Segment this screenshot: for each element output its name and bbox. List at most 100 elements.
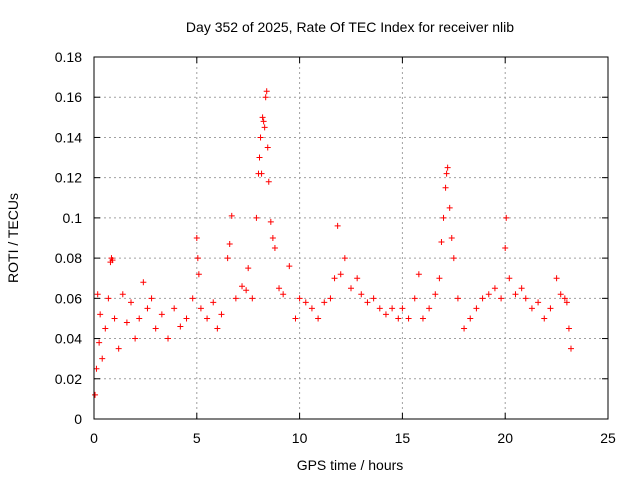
data-point	[263, 88, 270, 95]
data-point	[123, 319, 130, 326]
x-tick-label: 15	[395, 430, 411, 446]
data-point	[232, 295, 239, 302]
data-point	[358, 291, 365, 298]
chart-title: Day 352 of 2025, Rate Of TEC Index for r…	[186, 19, 514, 35]
data-point	[245, 265, 252, 272]
data-point	[426, 305, 433, 312]
data-point	[264, 144, 271, 151]
data-point	[189, 295, 196, 302]
y-tick-label: 0.18	[55, 49, 82, 65]
data-point	[296, 295, 303, 302]
data-point	[446, 204, 453, 211]
data-point	[152, 325, 159, 332]
data-point	[218, 311, 225, 318]
data-point	[382, 311, 389, 318]
data-point	[260, 118, 267, 125]
data-point	[258, 170, 265, 177]
y-tick-label: 0.02	[55, 371, 82, 387]
x-tick-label: 0	[90, 430, 98, 446]
data-point	[253, 214, 260, 221]
y-tick-label: 0.12	[55, 170, 82, 186]
data-point	[557, 291, 564, 298]
data-point	[498, 295, 505, 302]
data-point	[144, 305, 151, 312]
data-point	[547, 305, 554, 312]
data-point	[257, 134, 264, 141]
data-point	[438, 239, 445, 246]
data-point	[331, 275, 338, 282]
data-point	[109, 257, 116, 264]
data-point	[419, 315, 426, 322]
data-points	[92, 88, 574, 398]
data-point	[276, 285, 283, 292]
data-point	[522, 295, 529, 302]
data-point	[115, 345, 122, 352]
data-point	[269, 235, 276, 241]
data-point	[308, 305, 315, 312]
data-point	[119, 291, 126, 298]
axis-ticks: 0 0.02 0.04 0.06 0.08 0.1 0.12 0.14 0.16 0.18 0 5 10…	[55, 49, 616, 446]
data-point	[491, 285, 498, 292]
data-point	[502, 245, 509, 252]
data-point	[376, 305, 383, 312]
data-point	[226, 241, 233, 248]
data-point	[97, 311, 104, 318]
data-point	[411, 295, 418, 302]
data-point	[259, 114, 266, 121]
data-point	[364, 299, 371, 306]
data-point	[92, 391, 99, 398]
data-point	[561, 295, 568, 302]
data-point	[193, 235, 200, 241]
y-axis-label: ROTI / TECUs	[5, 193, 21, 283]
data-point	[197, 305, 204, 312]
y-tick-label: 0.16	[55, 89, 82, 105]
data-point	[99, 355, 106, 362]
data-point	[302, 299, 309, 306]
data-point	[485, 291, 492, 298]
data-point	[535, 299, 542, 306]
data-point	[528, 305, 535, 312]
data-point	[214, 325, 221, 332]
data-point	[415, 271, 422, 278]
data-point	[280, 291, 287, 298]
y-tick-label: 0	[74, 411, 82, 427]
data-point	[171, 305, 178, 312]
data-point	[448, 235, 455, 241]
data-point	[512, 291, 519, 298]
data-point	[286, 263, 293, 270]
data-point	[165, 335, 172, 342]
data-point	[271, 245, 278, 252]
data-point	[443, 170, 450, 177]
x-tick-label: 25	[600, 430, 616, 446]
data-point	[436, 275, 443, 282]
data-point	[327, 295, 334, 302]
data-point	[454, 295, 461, 302]
data-point	[228, 212, 235, 219]
data-point	[262, 94, 269, 101]
data-point	[518, 285, 525, 292]
data-point	[563, 299, 570, 306]
data-point	[450, 255, 457, 262]
data-point	[265, 178, 272, 185]
data-point	[132, 335, 139, 342]
data-point	[128, 299, 135, 306]
data-point	[210, 299, 217, 306]
data-point	[96, 339, 103, 346]
y-tick-label: 0.14	[55, 129, 82, 145]
data-point	[158, 311, 165, 318]
data-point	[315, 315, 322, 322]
x-tick-label: 10	[292, 430, 308, 446]
data-point	[553, 275, 560, 282]
data-point	[503, 214, 510, 221]
data-point	[148, 295, 155, 302]
data-point	[440, 214, 447, 221]
y-tick-label: 0.1	[63, 210, 83, 226]
grid-lines	[94, 57, 608, 419]
y-tick-label: 0.08	[55, 250, 82, 266]
x-tick-label: 20	[497, 430, 513, 446]
data-point	[292, 315, 299, 322]
data-point	[334, 222, 341, 229]
data-point	[111, 315, 118, 322]
data-point	[541, 315, 548, 322]
